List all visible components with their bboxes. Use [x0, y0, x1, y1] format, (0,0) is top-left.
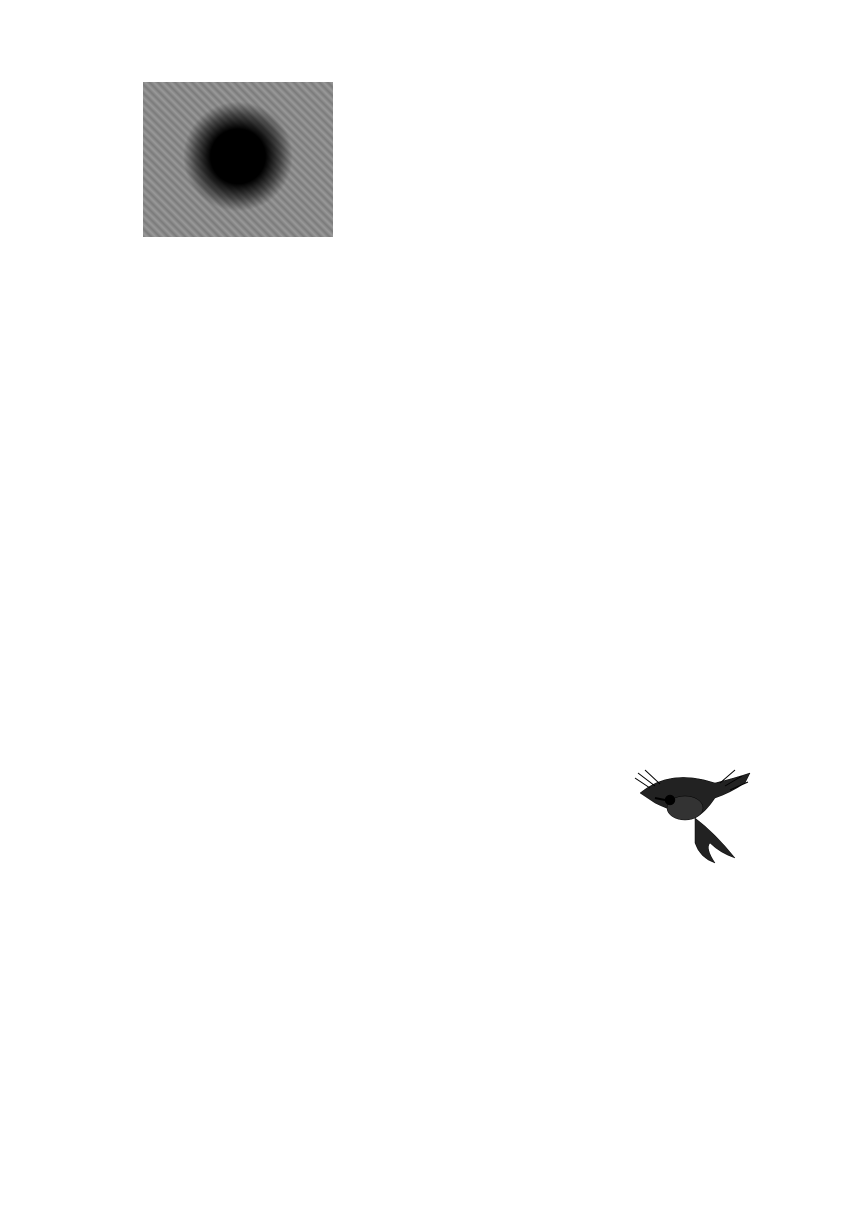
- sunspot-chart: [458, 56, 718, 226]
- figure-5: [458, 56, 718, 239]
- fig6-label: [620, 259, 780, 263]
- sunspot-bg: [143, 82, 333, 237]
- bird-image: [620, 758, 770, 868]
- figures-row-1: [80, 56, 780, 239]
- figure-4: [143, 82, 333, 239]
- sunspot-image: [143, 82, 333, 237]
- question-10-row: [80, 259, 780, 263]
